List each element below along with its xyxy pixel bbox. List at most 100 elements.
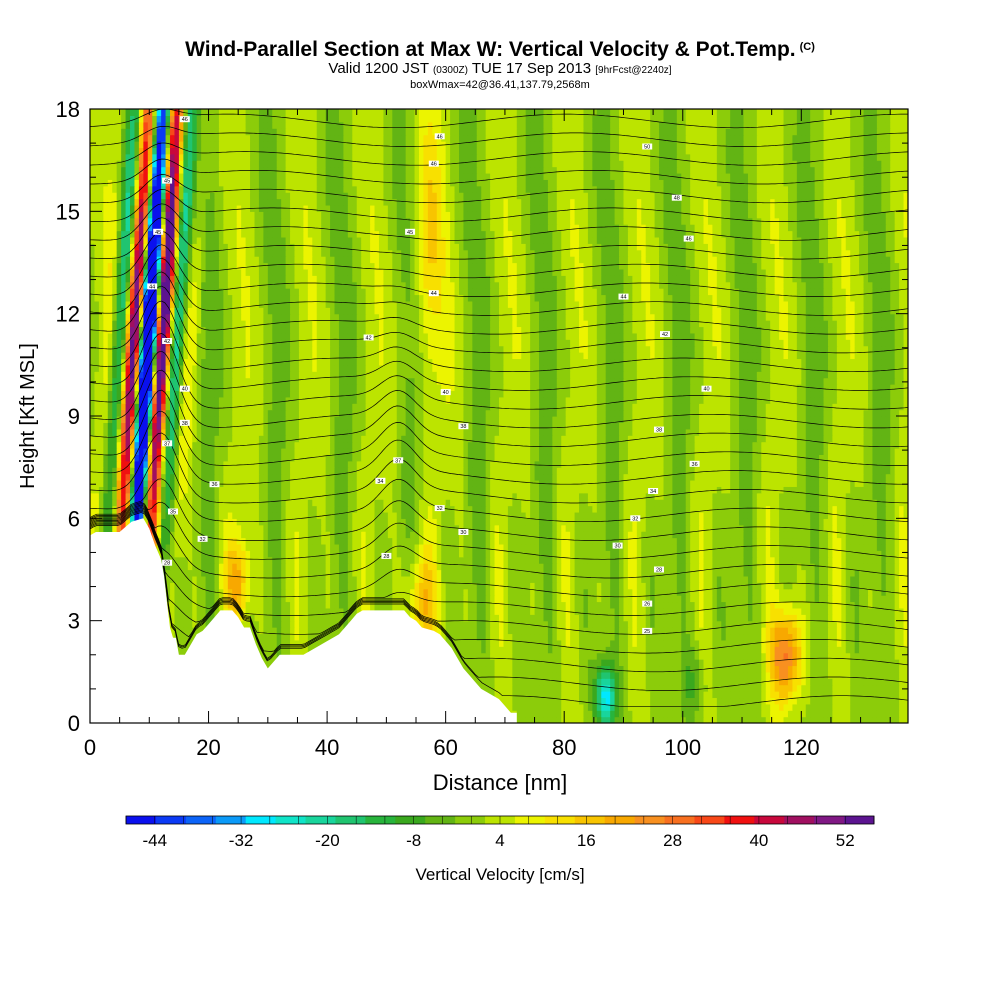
w-cell bbox=[716, 569, 722, 577]
w-cell bbox=[552, 659, 558, 667]
w-cell bbox=[859, 646, 865, 654]
w-cell bbox=[592, 646, 598, 654]
w-cell bbox=[547, 691, 553, 699]
w-cell bbox=[472, 627, 478, 635]
w-cell bbox=[654, 550, 660, 558]
w-cell bbox=[832, 563, 838, 571]
w-cell bbox=[405, 607, 411, 615]
w-cell bbox=[716, 620, 722, 628]
w-cell bbox=[894, 582, 900, 590]
w-cell bbox=[579, 595, 585, 603]
w-cell bbox=[579, 691, 585, 699]
w-cell bbox=[636, 569, 642, 577]
w-cell bbox=[672, 678, 678, 686]
w-cell bbox=[770, 684, 776, 692]
w-cell bbox=[672, 671, 678, 679]
w-cell bbox=[730, 691, 736, 699]
w-cell bbox=[601, 697, 607, 705]
w-cell bbox=[312, 550, 318, 558]
w-cell bbox=[587, 633, 593, 641]
w-cell bbox=[494, 563, 500, 571]
w-cell bbox=[694, 575, 700, 583]
w-cell bbox=[890, 620, 896, 628]
w-cell bbox=[636, 595, 642, 603]
w-cell bbox=[801, 595, 807, 603]
w-cell bbox=[205, 620, 211, 628]
w-cell bbox=[765, 684, 771, 692]
w-cell bbox=[774, 691, 780, 699]
w-cell bbox=[436, 601, 442, 609]
w-cell bbox=[747, 716, 754, 723]
w-cell bbox=[685, 697, 691, 705]
w-cell bbox=[801, 659, 807, 667]
w-cell bbox=[450, 563, 456, 571]
w-cell bbox=[845, 556, 851, 564]
w-cell bbox=[516, 716, 522, 723]
w-cell bbox=[827, 620, 834, 628]
w-cell bbox=[836, 646, 842, 654]
w-cell bbox=[672, 697, 678, 705]
w-cell bbox=[676, 652, 682, 660]
w-cell bbox=[823, 716, 829, 723]
w-cell bbox=[867, 716, 874, 723]
w-cell bbox=[267, 620, 273, 628]
w-cell bbox=[672, 633, 678, 641]
w-cell bbox=[516, 659, 522, 667]
w-cell bbox=[685, 710, 691, 718]
w-cell bbox=[610, 710, 616, 718]
w-cell bbox=[650, 697, 656, 705]
w-cell bbox=[810, 550, 816, 558]
w-cell bbox=[890, 697, 896, 705]
w-cell bbox=[654, 646, 660, 654]
w-cell bbox=[681, 569, 687, 577]
w-cell bbox=[245, 607, 251, 615]
w-cell bbox=[494, 607, 500, 615]
w-cell bbox=[645, 691, 651, 699]
w-cell bbox=[899, 569, 905, 577]
w-cell bbox=[525, 627, 531, 635]
w-cell bbox=[734, 652, 740, 660]
w-cell bbox=[281, 639, 287, 647]
w-cell bbox=[507, 575, 513, 583]
w-cell bbox=[436, 627, 442, 635]
w-cell bbox=[303, 607, 309, 615]
w-cell bbox=[325, 588, 331, 596]
w-cell bbox=[841, 569, 847, 577]
w-cell bbox=[787, 652, 794, 660]
w-cell bbox=[356, 575, 362, 583]
w-cell bbox=[627, 684, 633, 692]
w-cell bbox=[534, 691, 540, 699]
w-cell bbox=[321, 556, 327, 564]
w-cell bbox=[236, 569, 242, 577]
w-cell bbox=[214, 569, 220, 577]
w-cell bbox=[792, 563, 798, 571]
w-cell bbox=[365, 556, 371, 564]
w-cell bbox=[863, 569, 869, 577]
w-cell bbox=[672, 595, 678, 603]
w-cell bbox=[258, 639, 264, 647]
w-cell bbox=[836, 569, 842, 577]
w-cell bbox=[619, 639, 625, 647]
w-cell bbox=[863, 703, 869, 711]
w-cell bbox=[552, 639, 558, 647]
w-cell bbox=[721, 691, 727, 699]
w-cell bbox=[623, 703, 629, 711]
w-cell bbox=[725, 569, 731, 577]
w-cell bbox=[485, 575, 491, 583]
w-cell bbox=[627, 716, 633, 723]
w-cell bbox=[707, 703, 713, 711]
w-cell bbox=[334, 569, 340, 577]
w-cell bbox=[170, 607, 176, 615]
w-cell bbox=[672, 659, 678, 667]
w-cell bbox=[703, 556, 709, 564]
w-cell bbox=[183, 582, 189, 590]
w-cell bbox=[863, 716, 869, 723]
w-cell bbox=[521, 607, 527, 615]
w-cell bbox=[423, 550, 429, 558]
w-cell bbox=[836, 665, 842, 673]
w-cell bbox=[472, 575, 478, 583]
w-cell bbox=[894, 595, 900, 603]
w-cell bbox=[614, 665, 620, 673]
w-cell bbox=[761, 620, 767, 628]
w-cell bbox=[570, 620, 576, 628]
